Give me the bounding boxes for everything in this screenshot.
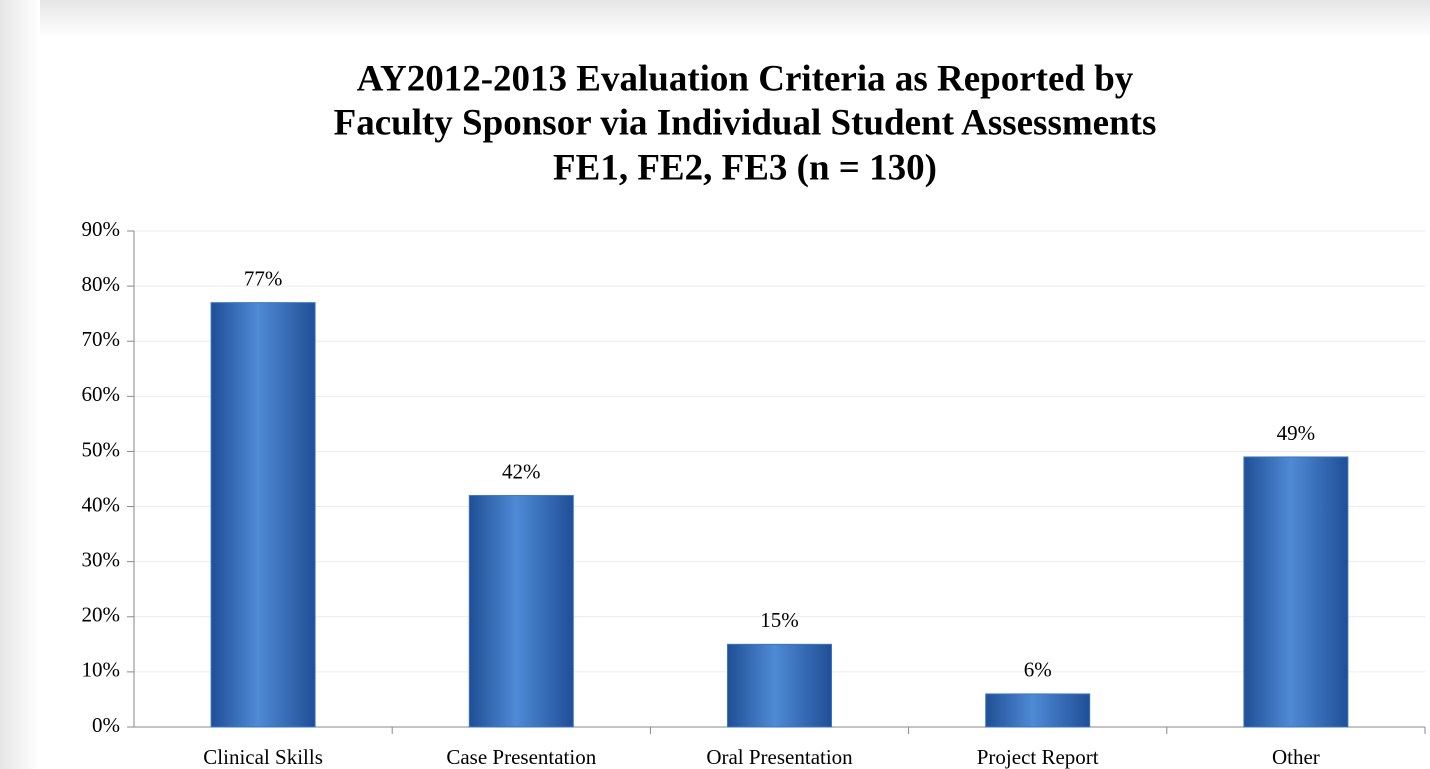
y-tick-label: 0% (92, 713, 120, 737)
bar (727, 643, 832, 728)
value-label: 6% (1024, 658, 1052, 682)
y-tick-label: 50% (82, 437, 121, 461)
frame-shadow (0, 0, 1430, 38)
value-label: 15% (760, 608, 799, 632)
y-tick-label: 90% (82, 217, 121, 241)
y-tick-label: 20% (82, 603, 121, 627)
y-tick-label: 70% (82, 327, 121, 351)
y-tick-label: 80% (82, 272, 121, 296)
value-label: 49% (1277, 421, 1316, 445)
y-tick-label: 40% (82, 492, 121, 516)
y-tick-label: 30% (82, 547, 121, 571)
value-label: 77% (244, 266, 283, 290)
x-tick-label: Project Report (977, 745, 1099, 769)
x-tick-label: Other (1272, 745, 1320, 769)
x-tick-label: Oral Presentation (706, 745, 853, 769)
bar (985, 693, 1091, 728)
frame-shadow (0, 0, 40, 769)
bar (210, 302, 316, 728)
chart-title: Faculty Sponsor via Individual Student A… (334, 102, 1157, 143)
bar (468, 495, 574, 728)
x-tick-label: Clinical Skills (203, 745, 323, 769)
chart-title: FE1, FE2, FE3 (n = 130) (553, 147, 937, 188)
chart-title: AY2012-2013 Evaluation Criteria as Repor… (357, 58, 1134, 99)
bar (1243, 456, 1349, 728)
y-tick-label: 10% (82, 658, 121, 682)
x-tick-label: Case Presentation (446, 745, 596, 769)
value-label: 42% (502, 459, 541, 483)
y-tick-label: 60% (82, 382, 121, 406)
